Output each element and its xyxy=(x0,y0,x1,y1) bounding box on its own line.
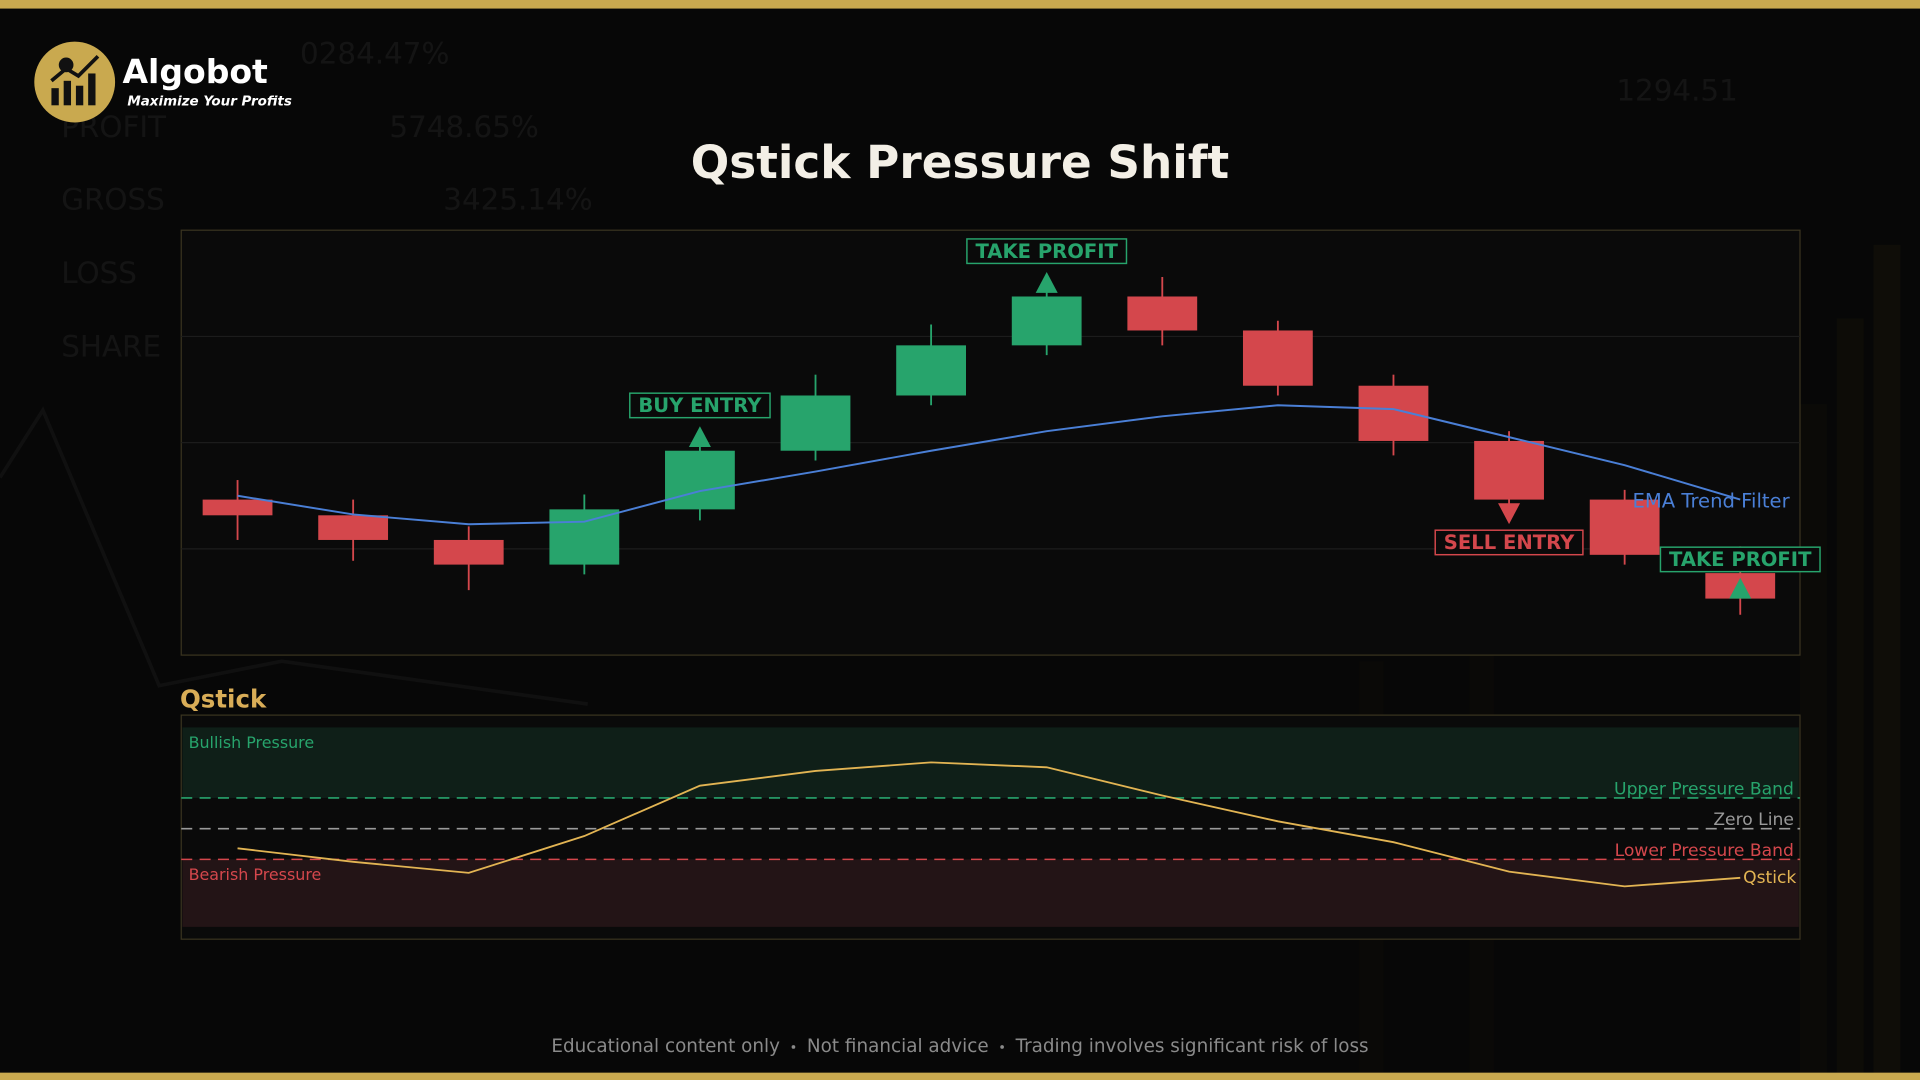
watermark: 5748.65% xyxy=(389,110,538,144)
candle-body xyxy=(896,345,966,396)
candle-body xyxy=(433,539,504,565)
candle-body xyxy=(318,515,389,540)
signal-label-box xyxy=(1434,529,1584,556)
indicator-layer: Bullish Pressure Bearish Pressure Upper Pr… xyxy=(181,727,1800,927)
signal-label-box xyxy=(966,238,1128,265)
signal-arrow xyxy=(688,426,711,448)
signal-label: BUY ENTRY xyxy=(638,394,762,417)
signal-arrow xyxy=(1035,271,1058,293)
watermark: SHARE xyxy=(61,329,161,363)
candle-body xyxy=(1589,499,1660,555)
candle-body xyxy=(1474,440,1544,500)
price-layer: EMA Trend Filter BUY ENTRY TAKE PROFIT SELL… xyxy=(181,238,1821,615)
separator-dot xyxy=(791,1045,796,1049)
disclaimer: Trading involves significant risk of los… xyxy=(1015,1036,1369,1057)
zone-label: Bullish Pressure xyxy=(189,733,315,752)
zone-label: Bearish Pressure xyxy=(189,865,322,884)
disclaimer: Not financial advice xyxy=(807,1036,989,1057)
candle-body xyxy=(1127,296,1198,331)
signal-label-box xyxy=(629,392,771,419)
pressure-zone xyxy=(182,727,1799,798)
signal-label: SELL ENTRY xyxy=(1444,531,1575,554)
separator-dot xyxy=(1000,1045,1004,1049)
top-bar xyxy=(0,0,1920,9)
signal-arrow xyxy=(1498,503,1521,525)
candle-body xyxy=(1242,330,1313,386)
candle-body xyxy=(780,395,851,451)
watermark: 1294.51 xyxy=(1616,73,1737,107)
watermark: 0284.47% xyxy=(300,37,449,71)
logo xyxy=(34,41,116,123)
watermark: GROSS xyxy=(61,182,165,216)
bottom-bar xyxy=(0,1072,1920,1080)
footer: Educational content only Not financial ad… xyxy=(551,1036,1368,1057)
watermark: 3425.14% xyxy=(443,182,592,216)
band-label: Upper Pressure Band xyxy=(1614,779,1794,799)
tagline: Maximize Your Profits xyxy=(127,95,292,110)
chart-title: Qstick Pressure Shift xyxy=(691,136,1229,189)
signal-label-box xyxy=(1659,546,1821,573)
series-label: Qstick xyxy=(1743,868,1796,888)
disclaimer: Educational content only xyxy=(551,1036,780,1057)
band-label: Lower Pressure Band xyxy=(1615,841,1794,861)
candle-body xyxy=(665,450,735,510)
ema-line xyxy=(237,404,1741,526)
brand: Algobot xyxy=(122,52,268,91)
watermark: LOSS xyxy=(61,256,137,290)
signal-label: TAKE PROFIT xyxy=(1669,548,1812,571)
candle-body xyxy=(1358,385,1429,441)
series-label: EMA Trend Filter xyxy=(1632,490,1790,513)
candle-body xyxy=(549,509,620,565)
candle-body xyxy=(1011,296,1082,346)
candle-body xyxy=(202,499,273,516)
indicator-title: Qstick xyxy=(180,684,267,713)
signal-label: TAKE PROFIT xyxy=(975,240,1118,263)
band-label: Zero Line xyxy=(1713,810,1794,830)
qstick-line xyxy=(237,761,1741,888)
signal-arrow xyxy=(1729,577,1752,599)
